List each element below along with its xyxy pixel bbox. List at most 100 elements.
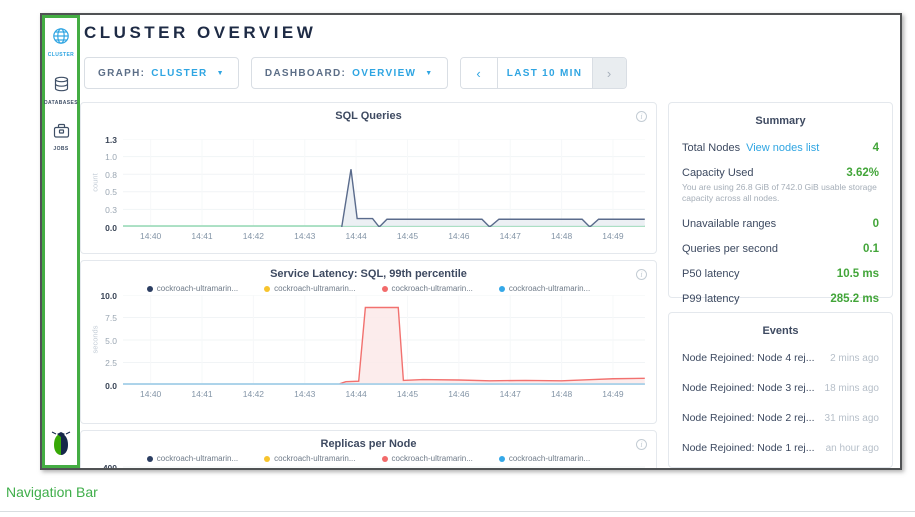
sidebar-item-jobs[interactable]: JOBS <box>53 123 70 152</box>
x-tick-label: 14:46 <box>448 389 470 399</box>
cockroach-logo[interactable] <box>50 431 72 457</box>
summary-title: Summary <box>755 115 806 127</box>
dashboard-dropdown[interactable]: DASHBOARD: OVERVIEW ▼ <box>250 57 448 89</box>
annotation-caption: Navigation Bar <box>6 484 98 500</box>
legend-item[interactable]: cockroach-ultramarin... <box>146 454 239 463</box>
bottom-divider <box>0 511 915 512</box>
sidebar-item-databases[interactable]: DATABASES <box>44 76 78 106</box>
legend-dot-icon <box>146 285 153 292</box>
legend-item[interactable]: cockroach-ultramarin... <box>381 284 473 293</box>
event-rows: Node Rejoined: Node 4 rej... 2 mins ago No… <box>682 352 879 467</box>
legend-item[interactable]: cockroach-ultramarin... <box>264 284 356 293</box>
navigation-bar: CLUSTER DATABASES JOBS <box>42 15 80 468</box>
y-tick-label: 0.3 <box>105 204 117 215</box>
summary-row: P50 latency 10.5 ms <box>682 268 879 280</box>
summary-value: 285.2 ms <box>830 292 879 305</box>
legend-label: cockroach-ultramarin... <box>508 454 591 463</box>
summary-value: 4 <box>872 142 879 154</box>
legend-label: cockroach-ultramarin... <box>274 284 356 293</box>
app-screenshot: CLUSTER DATABASES JOBS <box>40 13 902 470</box>
graph-dropdown-label: GRAPH: <box>98 67 146 79</box>
sidebar-item-cluster[interactable]: CLUSTER <box>48 27 74 58</box>
summary-label: Unavailable ranges <box>682 217 777 230</box>
legend-dot-icon <box>381 285 388 292</box>
chart-card-replicas-per-node: Replicas per Node i cockroach-ultramarin… <box>80 430 657 468</box>
graph-dropdown-value: CLUSTER <box>151 67 208 79</box>
dashboard-dropdown-label: DASHBOARD: <box>264 67 347 79</box>
replicas-plot: 400 <box>103 463 645 468</box>
event-time: 18 mins ago <box>824 383 879 394</box>
y-tick-label: 7.5 <box>105 313 117 323</box>
y-tick-label: 0.0 <box>105 380 117 391</box>
legend-item[interactable]: cockroach-ultramarin... <box>498 454 591 463</box>
x-tick-label: 14:43 <box>294 231 316 241</box>
x-tick-label: 14:40 <box>140 231 162 241</box>
summary-row: Total Nodes View nodes list 4 <box>682 142 879 154</box>
legend-item[interactable]: cockroach-ultramarin... <box>146 284 239 293</box>
event-row[interactable]: Node Rejoined: Node 3 rej... 18 mins ago <box>682 382 879 394</box>
x-tick-label: 14:42 <box>242 389 265 399</box>
legend-item[interactable]: cockroach-ultramarin... <box>381 454 473 463</box>
summary-value: 10.5 ms <box>836 267 879 280</box>
legend-dot-icon <box>264 455 271 462</box>
controls-row: GRAPH: CLUSTER ▼ DASHBOARD: OVERVIEW ▼ ‹… <box>84 57 627 89</box>
event-text: Node Rejoined: Node 2 rej... <box>682 412 815 424</box>
summary-value: 3.62% <box>846 167 879 179</box>
legend-item[interactable]: cockroach-ultramarin... <box>498 284 591 293</box>
dashboard-dropdown-value: OVERVIEW <box>352 67 417 79</box>
summary-value: 0 <box>872 217 879 230</box>
x-tick-label: 14:43 <box>294 389 316 399</box>
summary-panel: Summary Total Nodes View nodes list 4 Capac… <box>668 102 893 305</box>
x-tick-label: 14:48 <box>550 231 573 241</box>
chart-canvas <box>123 139 645 227</box>
globe-icon <box>53 28 69 44</box>
legend-item[interactable]: cockroach-ultramarin... <box>264 454 356 463</box>
chevron-down-icon: ▼ <box>425 69 434 77</box>
legend-dot-icon <box>146 455 153 462</box>
main-content: CLUSTER OVERVIEW GRAPH: CLUSTER ▼ DASHBO… <box>79 15 900 468</box>
sql-queries-plot: 1.3 1.0 0.8 0.5 0.3 0.0 14:40 14:41 14:42 14:43 14… <box>105 135 645 241</box>
chart-card-sql-queries: SQL Queries i count 1.3 1.0 0.8 0.5 0.3 0.0 14… <box>80 102 657 254</box>
legend-dot-icon <box>498 455 505 462</box>
x-tick-label: 14:44 <box>345 389 367 399</box>
legend-label: cockroach-ultramarin... <box>156 284 239 293</box>
x-tick-label: 14:42 <box>242 231 265 241</box>
x-tick-label: 14:49 <box>602 389 624 399</box>
summary-label: P50 latency <box>682 267 740 280</box>
time-next-button[interactable]: › <box>592 58 626 88</box>
legend-label: cockroach-ultramarin... <box>391 454 473 463</box>
y-tick-label: 1.3 <box>105 134 117 145</box>
event-row[interactable]: Node Rejoined: Node 1 rej... an hour ago <box>682 442 879 454</box>
view-nodes-link[interactable]: View nodes list <box>746 142 820 154</box>
databases-icon <box>54 76 68 92</box>
info-icon[interactable]: i <box>636 439 647 450</box>
x-tick-label: 14:47 <box>499 231 521 241</box>
graph-dropdown[interactable]: GRAPH: CLUSTER ▼ <box>84 57 239 89</box>
event-row[interactable]: Node Rejoined: Node 4 rej... 2 mins ago <box>682 352 879 364</box>
chart-legend: cockroach-ultramarin... cockroach-ultrama… <box>81 454 656 463</box>
legend-label: cockroach-ultramarin... <box>508 284 591 293</box>
info-icon[interactable]: i <box>636 269 647 280</box>
y-tick-label: 2.5 <box>105 358 117 368</box>
y-tick-label: 0.5 <box>105 187 117 198</box>
summary-label: Queries per second <box>682 242 778 255</box>
summary-row: P99 latency 285.2 ms <box>682 293 879 305</box>
legend-label: cockroach-ultramarin... <box>274 454 356 463</box>
time-range-value[interactable]: LAST 10 MIN <box>496 58 593 88</box>
legend-label: cockroach-ultramarin... <box>156 454 239 463</box>
events-panel: Events Node Rejoined: Node 4 rej... 2 min… <box>668 312 893 468</box>
page-title: CLUSTER OVERVIEW <box>84 23 317 42</box>
event-row[interactable]: Node Rejoined: Node 2 rej... 31 mins ago <box>682 412 879 424</box>
chart-title: Replicas per Node <box>320 438 417 450</box>
y-tick-label: 1.0 <box>105 152 117 163</box>
jobs-icon <box>53 123 69 138</box>
summary-rows: Total Nodes View nodes list 4 Capacity Used… <box>682 142 879 305</box>
info-icon[interactable]: i <box>636 111 647 122</box>
time-prev-button[interactable]: ‹ <box>460 58 497 88</box>
x-tick-label: 14:47 <box>499 389 521 399</box>
x-tick-label: 14:46 <box>448 231 470 241</box>
x-tick-label: 14:45 <box>396 231 419 241</box>
y-tick-label: 0.8 <box>105 169 117 180</box>
y-tick-label: 0.0 <box>105 222 117 233</box>
chart-legend: cockroach-ultramarin... cockroach-ultrama… <box>81 284 656 293</box>
